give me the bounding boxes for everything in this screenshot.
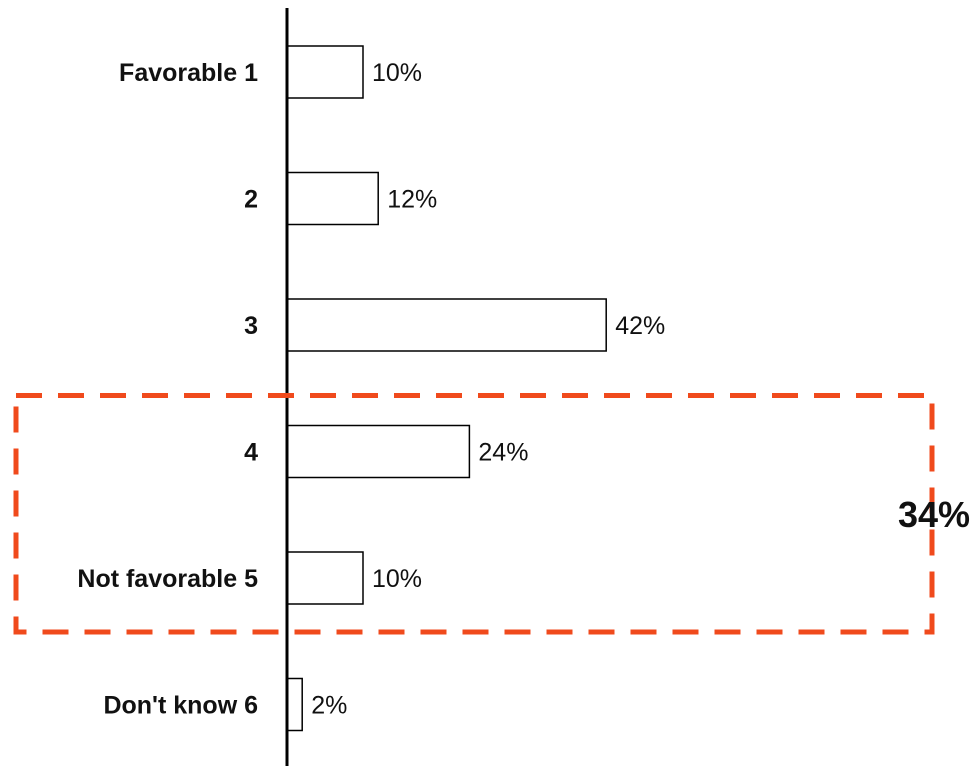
bar <box>286 298 607 352</box>
value-label: 10% <box>372 59 422 87</box>
category-label: 3 <box>244 312 258 340</box>
value-label: 2% <box>311 692 347 720</box>
category-label: 2 <box>244 186 258 214</box>
bar <box>286 551 364 605</box>
bar <box>286 424 471 479</box>
value-label: 12% <box>387 186 437 214</box>
category-label: Favorable 1 <box>119 59 258 87</box>
bar <box>286 45 364 99</box>
bar <box>286 677 303 732</box>
callout-label: 34% <box>898 494 970 535</box>
labels-layer: Favorable 1 10% 2 12% 3 42% 4 24% Not favorable … <box>77 59 665 720</box>
bar <box>286 171 379 226</box>
callout-dashed-box <box>13 393 935 635</box>
category-label: Not favorable 5 <box>77 565 258 593</box>
value-label: 42% <box>615 312 665 340</box>
category-label: Don't know 6 <box>103 692 258 720</box>
value-label: 10% <box>372 565 422 593</box>
bars-layer <box>286 45 607 732</box>
category-label: 4 <box>244 439 258 467</box>
value-label: 24% <box>478 439 528 467</box>
